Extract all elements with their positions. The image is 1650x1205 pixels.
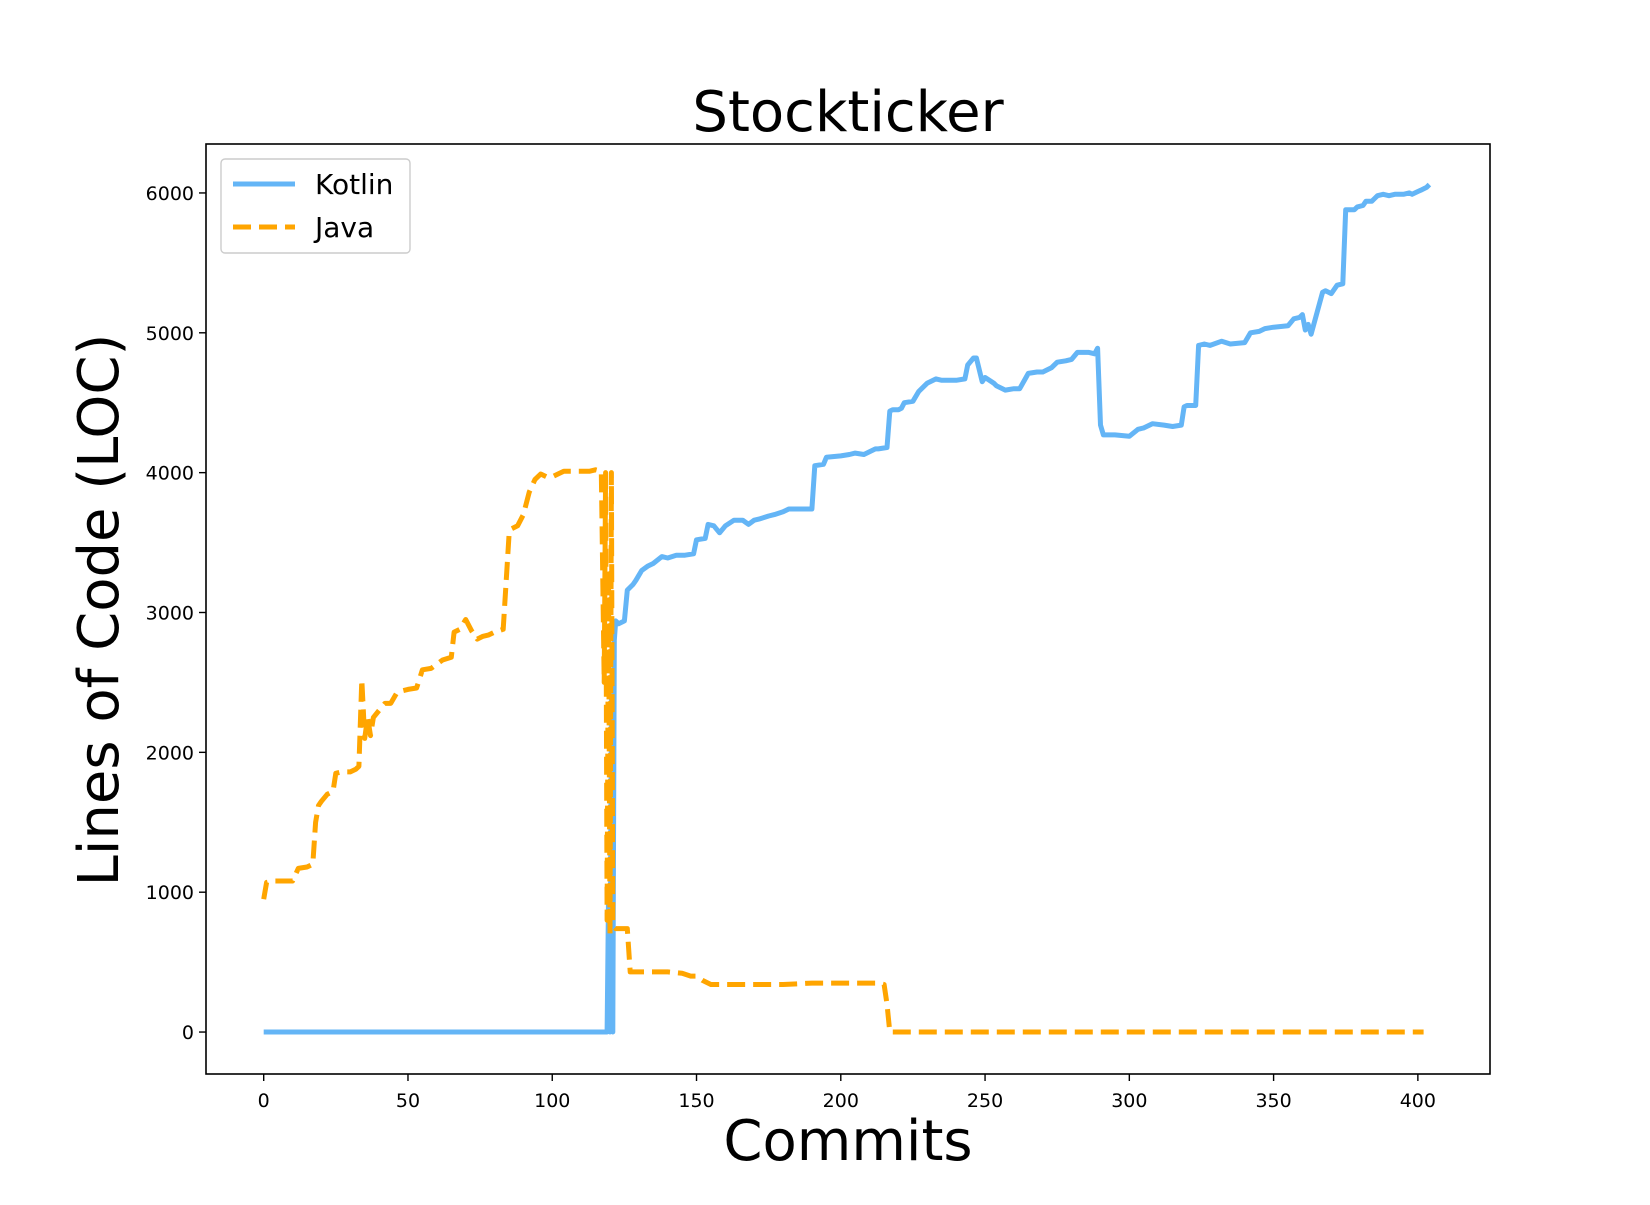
y-tick-label: 3000 (146, 602, 194, 624)
plot-frame (205, 143, 1491, 1075)
y-axis: 0 1000 2000 3000 4000 5000 6000 (146, 183, 206, 1044)
series-line-java (261, 467, 1424, 1035)
x-axis-title: Commits (723, 1109, 972, 1174)
chart-title: Stockticker (692, 80, 1004, 145)
legend-label-java: Java (313, 211, 374, 244)
x-tick-label: 300 (1111, 1090, 1147, 1112)
y-tick-label: 5000 (146, 323, 194, 345)
y-tick-label: 6000 (146, 183, 194, 205)
y-tick-label: 4000 (146, 463, 194, 485)
x-tick-label: 50 (396, 1090, 420, 1112)
y-tick-label: 1000 (146, 882, 194, 904)
x-tick-label: 200 (823, 1090, 859, 1112)
x-tick-label: 150 (678, 1090, 714, 1112)
x-tick-label: 100 (534, 1090, 570, 1112)
series-layer (261, 182, 1432, 1035)
y-tick-label: 0 (182, 1022, 194, 1044)
x-tick-label: 400 (1400, 1090, 1436, 1112)
x-tick-label: 250 (967, 1090, 1003, 1112)
legend: Kotlin Java (220, 158, 411, 254)
y-axis-title: Lines of Code (LOC) (67, 334, 132, 887)
x-axis: 0 50 100 150 200 250 300 350 400 (258, 1074, 1436, 1112)
x-tick-label: 350 (1255, 1090, 1291, 1112)
y-tick-label: 2000 (146, 742, 194, 764)
series-line-kotlin (263, 182, 1432, 1035)
legend-label-kotlin: Kotlin (315, 168, 393, 201)
x-tick-label: 0 (258, 1090, 270, 1112)
